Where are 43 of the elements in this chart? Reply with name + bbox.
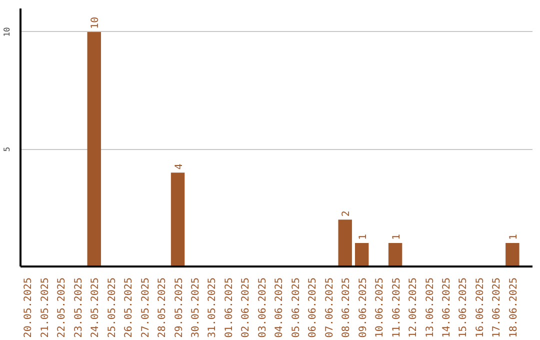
- x-tick-label: 25.05.2025: [106, 277, 118, 338]
- x-tick-label: 21.05.2025: [40, 277, 51, 338]
- x-tick-label: 17.06.2025: [492, 277, 503, 338]
- data-label: 10: [90, 16, 102, 29]
- x-tick-label: 03.06.2025: [257, 277, 268, 338]
- x-tick-label: 24.05.2025: [90, 277, 102, 338]
- bar: [338, 220, 352, 266]
- x-tick-label: 09.06.2025: [358, 277, 369, 338]
- x-tick-label: 23.05.2025: [73, 277, 84, 338]
- x-tick-label: 12.06.2025: [408, 277, 420, 338]
- data-label: 1: [508, 234, 520, 240]
- x-tick-label: 16.06.2025: [474, 277, 486, 338]
- x-tick-label: 29.05.2025: [174, 277, 185, 338]
- x-tick-label: 01.06.2025: [224, 277, 235, 338]
- x-tick-label: 30.05.2025: [190, 277, 202, 338]
- x-tick-label: 18.06.2025: [508, 277, 520, 338]
- x-tick-label: 05.06.2025: [290, 277, 302, 338]
- data-label: 4: [174, 164, 185, 170]
- data-label: 1: [391, 234, 402, 240]
- x-tick-label: 07.06.2025: [324, 277, 336, 338]
- x-tick-label: 11.06.2025: [391, 277, 402, 338]
- bar: [388, 243, 402, 266]
- x-tick-label: 10.06.2025: [374, 277, 386, 338]
- x-tick-label: 04.06.2025: [274, 277, 286, 338]
- x-tick-label: 15.06.2025: [458, 277, 470, 338]
- x-tick-label: 31.05.2025: [207, 277, 218, 338]
- x-tick-label: 27.05.2025: [140, 277, 152, 338]
- data-label: 2: [341, 210, 352, 217]
- x-tick-label: 20.05.2025: [23, 277, 34, 338]
- x-tick-label: 13.06.2025: [424, 277, 436, 338]
- x-tick-label: 08.06.2025: [341, 277, 352, 338]
- x-tick-label: 28.05.2025: [157, 277, 168, 338]
- x-tick-label: 02.06.2025: [240, 277, 252, 338]
- bar: [170, 172, 185, 266]
- bar: [354, 243, 369, 266]
- x-tick-label: 06.06.2025: [308, 277, 319, 338]
- x-tick-label: 14.06.2025: [441, 277, 452, 338]
- data-label: 1: [358, 234, 369, 240]
- bar: [87, 32, 101, 266]
- x-tick-label: 22.05.2025: [56, 277, 68, 338]
- bar: [506, 243, 520, 266]
- y-tick-label: 5: [2, 146, 12, 152]
- x-tick-label: 26.05.2025: [124, 277, 135, 338]
